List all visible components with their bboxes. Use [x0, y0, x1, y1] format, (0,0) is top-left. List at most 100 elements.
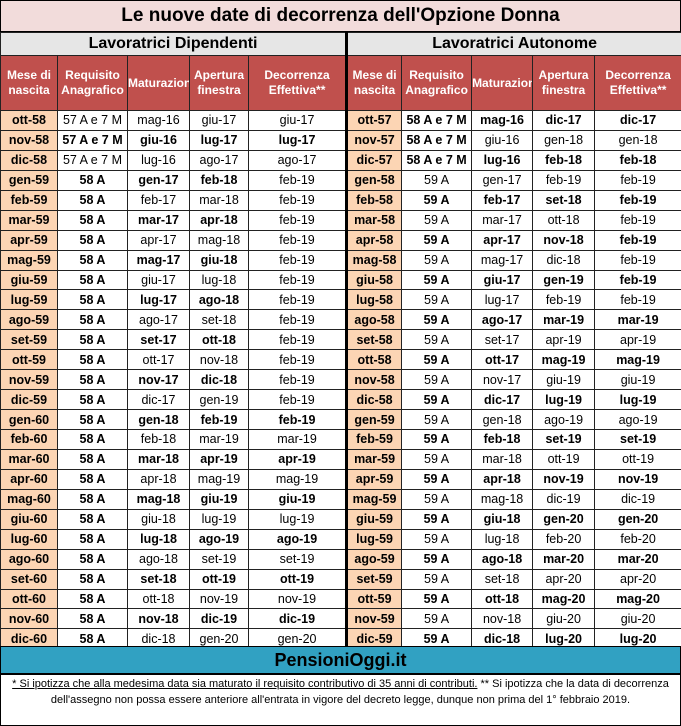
cell-maturazione: ott-18	[471, 588, 534, 610]
cell-apertura: ago-19	[189, 528, 249, 550]
cell-maturazione: ott-18	[127, 588, 190, 610]
cell-maturazione: dic-18	[471, 628, 534, 650]
cell-decorrenza: lug-19	[594, 389, 681, 411]
cell-maturazione: lug-18	[127, 528, 190, 550]
decorrenza-table: Lavoratrici Dipendenti Lavoratrici Auton…	[0, 32, 681, 650]
cell-mese: set-60	[0, 568, 58, 590]
cell-mese: gen-59	[345, 409, 403, 430]
cell-maturazione: gen-18	[471, 409, 534, 430]
cell-apertura: feb-19	[532, 169, 596, 191]
cell-decorrenza: nov-19	[594, 468, 681, 490]
cell-apertura: giu-19	[532, 369, 596, 391]
cell-decorrenza: set-19	[247, 548, 348, 570]
cell-decorrenza: apr-19	[247, 448, 348, 470]
group-autonome: Lavoratrici Autonome	[345, 32, 681, 56]
cell-requisito: 58 A	[57, 468, 128, 490]
cell-apertura: feb-18	[189, 169, 249, 191]
cell-requisito: 57 A e 7 M	[57, 129, 128, 151]
cell-maturazione: dic-17	[127, 389, 190, 411]
cell-decorrenza: dic-19	[594, 488, 681, 510]
cell-maturazione: feb-18	[127, 429, 190, 450]
cell-decorrenza: feb-19	[247, 189, 348, 211]
cell-decorrenza: ott-19	[247, 568, 348, 590]
cell-decorrenza: mag-19	[247, 468, 348, 490]
cell-maturazione: feb-18	[471, 429, 534, 450]
cell-mese: nov-60	[0, 608, 58, 630]
cell-maturazione: gen-17	[471, 169, 534, 191]
cell-decorrenza: ago-19	[247, 528, 348, 550]
cell-maturazione: apr-18	[471, 468, 534, 490]
cell-apertura: dic-18	[532, 249, 596, 271]
cell-apertura: set-18	[189, 309, 249, 331]
cell-maturazione: feb-17	[471, 189, 534, 211]
cell-mese: apr-59	[0, 229, 58, 251]
cell-decorrenza: feb-19	[247, 169, 348, 191]
cell-apertura: feb-19	[532, 289, 596, 311]
page-title: Le nuove date di decorrenza dell'Opzione…	[0, 0, 681, 32]
cell-mese: feb-59	[0, 189, 58, 211]
cell-requisito: 58 A	[57, 588, 128, 610]
cell-decorrenza: mag-20	[594, 588, 681, 610]
cell-requisito: 59 A	[401, 329, 473, 351]
cell-decorrenza: mag-19	[594, 349, 681, 371]
cell-requisito: 59 A	[401, 169, 473, 191]
cell-mese: mag-59	[0, 249, 58, 271]
cell-requisito: 59 A	[401, 189, 473, 211]
cell-apertura: ott-18	[189, 329, 249, 351]
cell-mese: lug-58	[345, 289, 403, 311]
cell-maturazione: feb-17	[127, 189, 190, 211]
cell-decorrenza: giu-19	[247, 488, 348, 510]
cell-apertura: ott-19	[189, 568, 249, 590]
cell-requisito: 59 A	[401, 249, 473, 271]
cell-apertura: nov-19	[189, 588, 249, 610]
cell-requisito: 58 A	[57, 249, 128, 271]
cell-requisito: 59 A	[401, 269, 473, 291]
cell-apertura: lug-17	[189, 129, 249, 151]
cell-decorrenza: feb-20	[594, 528, 681, 550]
cell-mese: mag-58	[345, 249, 403, 271]
cell-apertura: giu-17	[189, 110, 249, 131]
cell-mese: giu-59	[0, 269, 58, 291]
cell-requisito: 58 A e 7 M	[401, 129, 473, 151]
cell-decorrenza: feb-19	[247, 389, 348, 411]
cell-decorrenza: lug-17	[247, 129, 348, 151]
brand-banner: PensioniOggi.it	[0, 646, 681, 674]
cell-mese: lug-59	[345, 528, 403, 550]
cell-requisito: 58 A	[57, 528, 128, 550]
col-header-mese: Mese di nascita	[345, 55, 403, 111]
cell-mese: feb-60	[0, 429, 58, 450]
cell-apertura: feb-18	[532, 149, 596, 171]
cell-maturazione: set-17	[127, 329, 190, 351]
cell-decorrenza: feb-19	[594, 229, 681, 251]
cell-requisito: 58 A	[57, 608, 128, 630]
group-dipendenti: Lavoratrici Dipendenti	[0, 32, 348, 56]
cell-mese: giu-59	[345, 508, 403, 530]
cell-maturazione: giu-18	[471, 508, 534, 530]
col-header-apertura: Apertura finestra	[532, 55, 596, 111]
cell-apertura: mag-20	[532, 588, 596, 610]
cell-apertura: nov-18	[532, 229, 596, 251]
cell-apertura: lug-19	[189, 508, 249, 530]
cell-decorrenza: dic-17	[594, 110, 681, 131]
col-header-maturazione: Maturazione*	[127, 55, 190, 111]
cell-mese: giu-60	[0, 508, 58, 530]
col-header-decorrenza: Decorrenza Effettiva**	[247, 55, 348, 111]
cell-requisito: 58 A	[57, 389, 128, 411]
cell-mese: nov-57	[345, 129, 403, 151]
cell-mese: dic-57	[345, 149, 403, 171]
cell-apertura: gen-19	[532, 269, 596, 291]
cell-decorrenza: mar-19	[594, 309, 681, 331]
cell-decorrenza: feb-19	[247, 289, 348, 311]
cell-decorrenza: gen-18	[594, 129, 681, 151]
cell-mese: dic-59	[345, 628, 403, 650]
cell-decorrenza: feb-19	[594, 289, 681, 311]
